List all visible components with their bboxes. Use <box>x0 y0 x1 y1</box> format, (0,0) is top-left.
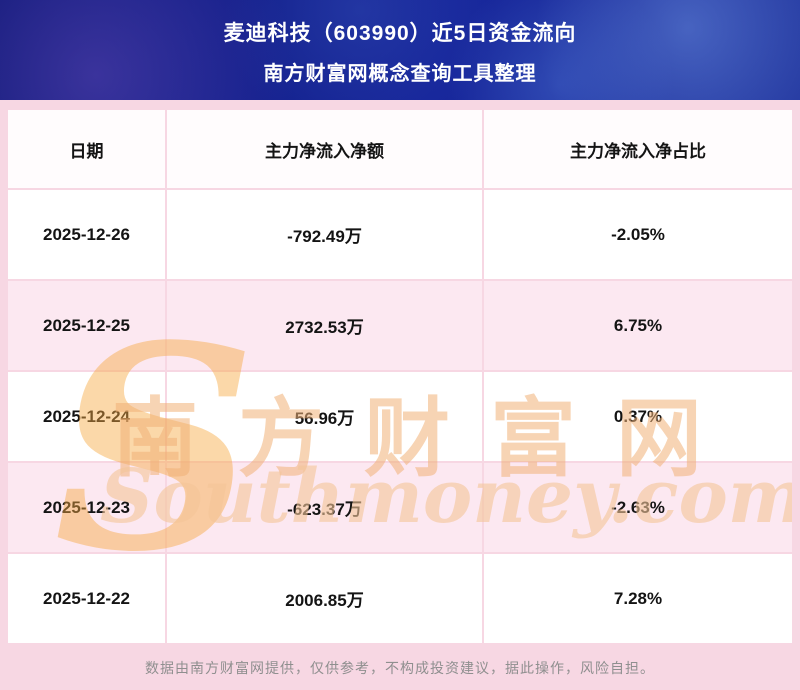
fund-flow-table-area: 日期 主力净流入净额 主力净流入净占比 2025-12-26 -792.49万 … <box>8 110 792 643</box>
fund-flow-table: 日期 主力净流入净额 主力净流入净占比 2025-12-26 -792.49万 … <box>8 110 792 643</box>
table-cell-percent: 6.75% <box>484 281 792 370</box>
page-title: 麦迪科技（603990）近5日资金流向 <box>223 22 577 45</box>
column-header-net-inflow: 主力净流入净额 <box>167 110 482 188</box>
table-cell-percent: 0.37% <box>484 372 792 461</box>
page-subtitle: 南方财富网概念查询工具整理 <box>263 63 537 85</box>
table-cell-date: 2025-12-25 <box>8 281 165 370</box>
table-cell-percent: -2.05% <box>484 190 792 279</box>
column-header-net-inflow-ratio: 主力净流入净占比 <box>484 110 792 188</box>
disclaimer-text: 数据由南方财富网提供，仅供参考，不构成投资建议，据此操作，风险自担。 <box>145 660 655 676</box>
column-header-date: 日期 <box>8 110 165 188</box>
table-cell-date: 2025-12-26 <box>8 190 165 279</box>
table-cell-amount: 2732.53万 <box>167 281 482 370</box>
table-cell-percent: -2.63% <box>484 463 792 552</box>
table-cell-date: 2025-12-22 <box>8 554 165 643</box>
table-cell-amount: -623.37万 <box>167 463 482 552</box>
table-cell-amount: 56.96万 <box>167 372 482 461</box>
table-cell-amount: 2006.85万 <box>167 554 482 643</box>
table-cell-percent: 7.28% <box>484 554 792 643</box>
table-cell-date: 2025-12-23 <box>8 463 165 552</box>
header-banner: 麦迪科技（603990）近5日资金流向 南方财富网概念查询工具整理 <box>0 0 800 100</box>
table-cell-amount: -792.49万 <box>167 190 482 279</box>
table-cell-date: 2025-12-24 <box>8 372 165 461</box>
